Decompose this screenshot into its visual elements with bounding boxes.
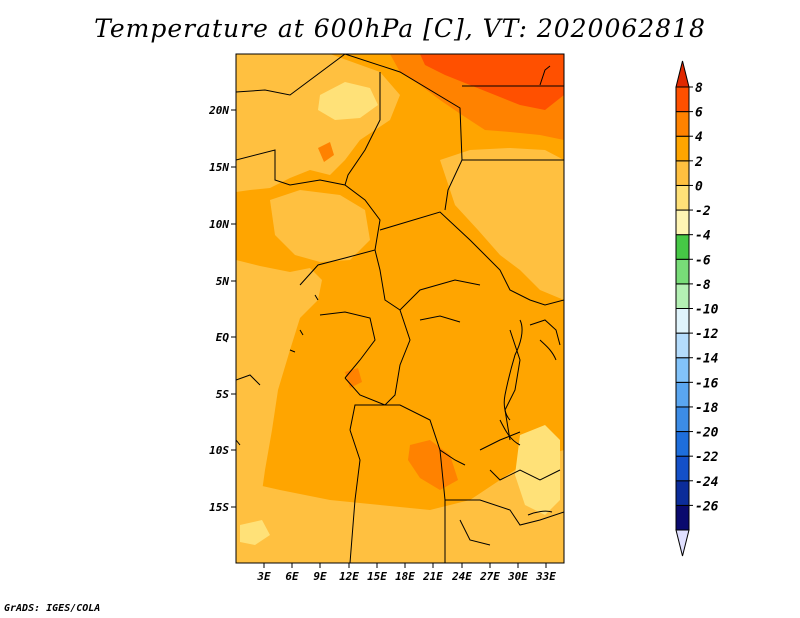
- colorbar-label: -12: [695, 327, 719, 342]
- colorbar: [675, 60, 690, 557]
- colorbar-label: -20: [695, 426, 719, 441]
- axis-ticks: [231, 109, 547, 568]
- field-0-to-2-west-coast: [236, 260, 322, 540]
- colorbar-label: -16: [695, 376, 719, 391]
- colorbar-label: 8: [695, 81, 703, 96]
- colorbar-label: -2: [695, 204, 711, 219]
- colorbar-label: -8: [695, 278, 711, 293]
- map-frame: [235, 53, 565, 564]
- colorbar-swatch: [675, 135, 690, 162]
- lon-label: 15E: [367, 570, 387, 583]
- colorbar-swatch: [675, 234, 690, 260]
- colorbar-swatch: [675, 283, 690, 310]
- colorbar-top-arrow: [675, 60, 690, 88]
- lat-label: 20N: [208, 104, 229, 117]
- field-6-to-8-northeast: [420, 54, 564, 110]
- colorbar-swatch: [675, 406, 690, 433]
- colorbar-label: -10: [695, 303, 719, 318]
- lat-label: EQ: [216, 331, 230, 344]
- temperature-field: [236, 54, 564, 563]
- colorbar-swatch: [675, 86, 690, 113]
- colorbar-swatch: [675, 258, 690, 285]
- lat-label: 10S: [209, 444, 229, 457]
- colorbar-swatch: [675, 480, 690, 506]
- lon-label: 18E: [395, 570, 415, 583]
- colorbar-swatch: [675, 504, 690, 531]
- colorbar-label: 4: [695, 130, 703, 145]
- field-0-to-2-east: [440, 148, 564, 300]
- lon-label: 12E: [339, 570, 359, 583]
- field-4-to-6-angola: [408, 440, 458, 490]
- lat-label: 5N: [216, 275, 230, 288]
- colorbar-swatch: [675, 308, 690, 334]
- lon-label: 30E: [507, 570, 528, 583]
- colorbar-label: -14: [695, 352, 719, 367]
- colorbar-labels: 8 6 4 2 0 -2 -4 -6 -8 -10 -12 -14 -16 -18 -20 -22 -24 -26: [689, 81, 719, 514]
- lon-label: 24E: [451, 570, 472, 583]
- field-0-to-2-nigeria: [270, 190, 370, 262]
- lat-label: 10N: [209, 218, 229, 231]
- colorbar-label: 2: [694, 155, 703, 170]
- colorbar-bottom-arrow: [675, 529, 690, 557]
- colorbar-swatch: [675, 160, 690, 186]
- colorbar-swatch: [675, 209, 690, 236]
- colorbar-label: -18: [695, 401, 719, 416]
- colorbar-label: -24: [695, 475, 719, 490]
- colorbar-swatch: [675, 381, 690, 408]
- colorbar-swatch: [675, 111, 690, 137]
- field-minus2-to-0-southeast: [515, 425, 560, 515]
- country-borders: [236, 54, 564, 563]
- grads-credit: GrADS: IGES/COLA: [4, 603, 101, 614]
- lat-label: 15S: [209, 501, 229, 514]
- colorbar-swatch: [675, 332, 690, 359]
- lon-label: 33E: [535, 570, 556, 583]
- colorbar-label: -22: [695, 450, 719, 465]
- lon-label: 21E: [422, 570, 443, 583]
- colorbar-label: -26: [695, 499, 719, 514]
- field-minus2-to-0-north: [318, 82, 378, 120]
- field-0-to-2-south: [236, 450, 564, 563]
- lon-label: 9E: [313, 570, 327, 583]
- colorbar-swatch: [675, 184, 690, 211]
- map-title: Temperature at 600hPa [C], VT: 202006281…: [94, 14, 706, 43]
- lat-label: 15N: [209, 161, 229, 174]
- field-minus2-to-0-southwest: [240, 520, 270, 545]
- lon-label: 3E: [256, 570, 271, 583]
- colorbar-swatch: [675, 431, 690, 457]
- lat-label: 5S: [216, 388, 230, 401]
- colorbar-label: 0: [695, 179, 703, 194]
- lon-label: 6E: [285, 570, 299, 583]
- colorbar-label: -6: [695, 253, 711, 268]
- lon-label: 27E: [479, 570, 500, 583]
- colorbar-label: 6: [695, 106, 703, 121]
- longitude-labels: 3E 6E 9E 12E 15E 18E 21E 24E 27E 30E 33E: [256, 570, 556, 583]
- colorbar-swatch: [675, 455, 690, 482]
- colorbar-label: -4: [695, 229, 711, 244]
- colorbar-swatch: [675, 357, 690, 383]
- latitude-labels: 20N 15N 10N 5N EQ 5S 10S 15S: [208, 104, 229, 514]
